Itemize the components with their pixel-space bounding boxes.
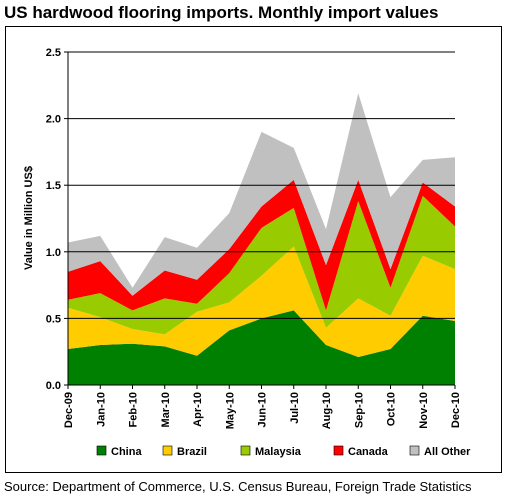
y-axis-label: Value in Million US$: [23, 166, 35, 270]
grid-layer: [68, 51, 455, 319]
x-tick-label: Aug-10: [321, 392, 333, 429]
x-tick-label: Feb-10: [128, 392, 140, 427]
legend-label-china: China: [111, 446, 142, 458]
area-all-other: [68, 93, 455, 296]
legend-swatch-china: [96, 445, 107, 456]
legend-swatch-malaysia: [240, 445, 251, 456]
chart-title: US hardwood flooring imports. Monthly im…: [4, 3, 439, 22]
area-canada: [68, 179, 455, 311]
y-tick-label: 1.5: [46, 180, 61, 192]
area-brazil: [68, 246, 455, 358]
legend-label-brazil: Brazil: [177, 446, 207, 458]
x-tick-label: Dec-10: [450, 392, 462, 428]
x-tick-label: Jun-10: [257, 392, 269, 427]
x-tick-label: Jan-10: [95, 392, 107, 427]
y-tick-layer: 0.0 0.5 1.0 1.5 2.0 2.5: [46, 47, 68, 392]
x-tick-layer: Dec-09 Jan-10 Feb-10 Mar-10 Apr-10 May-10 Jun-…: [63, 385, 462, 429]
y-tick-label: 1.0: [46, 247, 61, 259]
y-tick-label: 2.0: [46, 114, 61, 126]
x-tick-label: Jul-10: [289, 392, 301, 424]
y-tick-label: 0.0: [46, 380, 61, 392]
area-china: [68, 310, 455, 385]
x-tick-label: Dec-09: [63, 392, 75, 428]
source-note: Source: Department of Commerce, U.S. Cen…: [4, 479, 472, 494]
chart-frame: [5, 26, 502, 473]
legend-swatch-canada: [333, 445, 344, 456]
legend-swatch-brazil: [162, 445, 173, 456]
legend-swatch-all-other: [409, 445, 420, 456]
area-malaysia: [68, 195, 455, 335]
y-tick-label: 0.5: [46, 313, 61, 325]
legend-label-all-other: All Other: [424, 446, 471, 458]
x-tick-label: Mar-10: [160, 392, 172, 427]
legend-label-malaysia: Malaysia: [255, 446, 302, 458]
x-tick-label: May-10: [224, 392, 236, 429]
legend-label-canada: Canada: [348, 446, 389, 458]
area-layer: [68, 93, 455, 385]
x-tick-label: Oct-10: [386, 392, 398, 426]
legend: China Brazil Malaysia Canada All Other: [96, 445, 471, 458]
y-tick-label: 2.5: [46, 47, 61, 59]
x-tick-label: Nov-10: [418, 392, 430, 429]
x-tick-label: Sep-10: [353, 392, 365, 428]
x-tick-label: Apr-10: [192, 392, 204, 427]
